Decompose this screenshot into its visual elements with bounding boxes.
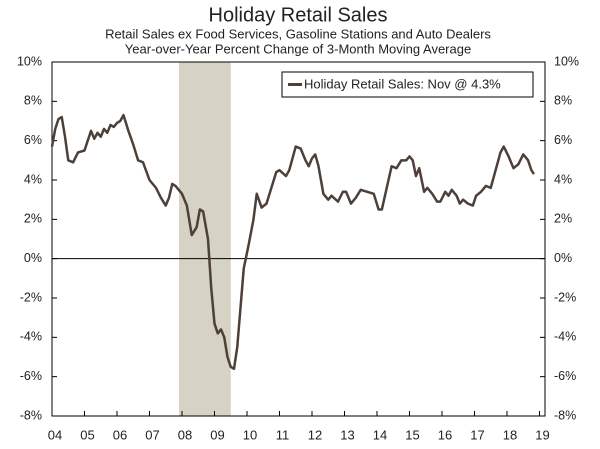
y-tick-label: -6% <box>20 369 42 383</box>
x-tick-label: 08 <box>178 427 192 442</box>
y2-tick-label: 4% <box>554 172 572 186</box>
y2-tick-label: 8% <box>554 94 572 108</box>
y2-tick-label: -2% <box>554 290 576 304</box>
plot-frame <box>51 61 546 417</box>
y-tick-label: 4% <box>24 172 42 186</box>
legend-box <box>281 71 534 98</box>
y2-tick-label: 6% <box>554 133 572 147</box>
y2-tick-label: 0% <box>554 251 572 265</box>
y2-tick-label: -4% <box>554 330 576 344</box>
x-tick-label: 11 <box>276 427 290 442</box>
y2-tick-label: -8% <box>554 408 576 422</box>
y-tick-label: -2% <box>20 290 42 304</box>
chart-subtitle: Retail Sales ex Food Services, Gasoline … <box>105 26 491 41</box>
x-tick-label: 07 <box>145 427 159 442</box>
x-tick-label: 16 <box>438 427 452 442</box>
legend-label: Holiday Retail Sales: Nov @ 4.3% <box>304 76 501 91</box>
y-tick-label: 10% <box>17 54 42 68</box>
x-tick-label: 05 <box>80 427 94 442</box>
y-tick-label: 2% <box>24 212 42 226</box>
x-tick-label: 14 <box>373 427 387 442</box>
x-tick-label: 04 <box>48 427 62 442</box>
line-series <box>50 113 535 371</box>
x-tick-label: 18 <box>503 427 517 442</box>
y2-tick-label: 10% <box>554 54 579 68</box>
y-tick-label: -4% <box>20 330 42 344</box>
y-tick-label: 6% <box>24 133 42 147</box>
x-tick-label: 15 <box>405 427 419 442</box>
chart-subtitle: Year-over-Year Percent Change of 3-Month… <box>125 41 471 56</box>
y-tick-label: 8% <box>24 94 42 108</box>
x-tick-label: 09 <box>210 427 224 442</box>
x-tick-label: 13 <box>340 427 354 442</box>
x-tick-label: 10 <box>243 427 257 442</box>
y2-tick-label: -6% <box>554 369 576 383</box>
x-tick-label: 06 <box>113 427 127 442</box>
x-tick-label: 12 <box>308 427 322 442</box>
x-tick-label: 17 <box>470 427 484 442</box>
chart-title: Holiday Retail Sales <box>209 4 388 26</box>
recession-band <box>179 62 231 416</box>
y2-tick-label: 2% <box>554 212 572 226</box>
y-tick-label: 0% <box>24 251 42 265</box>
x-tick-label: 19 <box>535 427 549 442</box>
y-tick-label: -8% <box>20 408 42 422</box>
